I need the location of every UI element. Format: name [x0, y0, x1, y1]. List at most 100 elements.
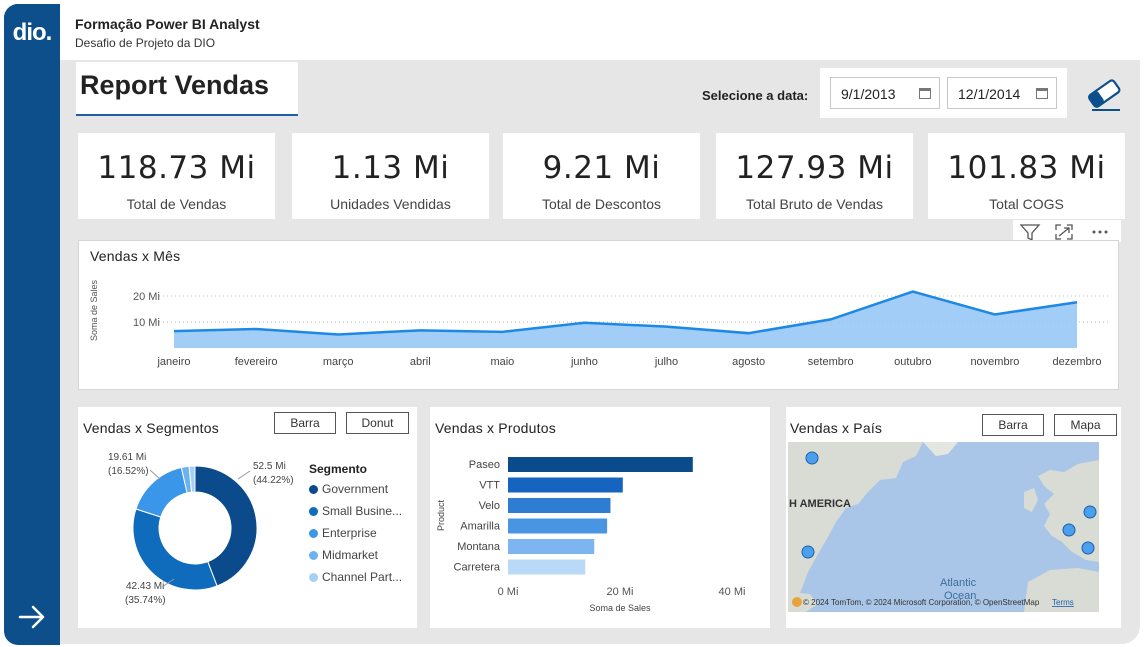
- sales-point[interactable]: [172, 329, 177, 334]
- map-bubble-canada[interactable]: [806, 452, 818, 464]
- donut-data-pct: (16.52%): [108, 466, 149, 477]
- map-terms-link[interactable]: Terms: [1052, 598, 1074, 607]
- x-tick-label: março: [323, 356, 354, 368]
- x-tick-label: 0 Mi: [498, 586, 519, 598]
- header-subtitle: Desafio de Projeto da DIO: [75, 36, 215, 50]
- legend-item-channel-partners[interactable]: Channel Part...: [309, 566, 402, 588]
- bar-category-label: Paseo: [469, 459, 500, 471]
- legend-item-small-business[interactable]: Small Busine...: [309, 500, 402, 522]
- product-sales-card: Vendas x Produtos Paseo VTT Velo Amarilla Mo…: [430, 407, 770, 628]
- legend-title: Segmento: [309, 462, 402, 476]
- segment-sales-card: Vendas x Segmentos Barra Donut 52.5 Mi (4…: [78, 407, 417, 628]
- bar-category-label: Carretera: [454, 562, 501, 574]
- kpi-label: Unidades Vendidas: [292, 196, 489, 212]
- map-map-button[interactable]: Mapa: [1054, 414, 1117, 436]
- donut-data-label: 42.43 Mi: [126, 581, 164, 592]
- sales-point[interactable]: [582, 320, 587, 325]
- map-attribution: © 2024 TomTom, © 2024 Microsoft Corporat…: [803, 598, 1040, 607]
- x-tick-label: 20 Mi: [607, 586, 634, 598]
- calendar-icon[interactable]: [1036, 88, 1048, 99]
- kpi-total-descontos: 9.21 Mi Total de Descontos: [503, 133, 700, 219]
- bar-vtt[interactable]: [508, 478, 623, 493]
- kpi-value: 9.21 Mi: [503, 150, 700, 186]
- filter-icon[interactable]: [1019, 222, 1041, 242]
- page-header: Formação Power BI Analyst Desafio de Pro…: [60, 4, 1140, 60]
- legend-label: Enterprise: [322, 526, 377, 540]
- kpi-total-cogs: 101.83 Mi Total COGS: [928, 133, 1125, 219]
- report-title-box: Report Vendas: [76, 62, 298, 116]
- map-bubble-france[interactable]: [1063, 524, 1075, 536]
- title-underline: [76, 114, 298, 116]
- donut-data-pct: (44.22%): [253, 475, 294, 486]
- legend-dot: [309, 507, 318, 516]
- bar-carretera[interactable]: [508, 560, 585, 575]
- x-tick-label: maio: [490, 356, 514, 368]
- x-tick-label: junho: [570, 356, 598, 368]
- map-bubble-germany[interactable]: [1084, 506, 1096, 518]
- x-tick-label: julho: [654, 356, 678, 368]
- x-tick-label: setembro: [808, 356, 854, 368]
- country-sales-card: Vendas x País Barra Mapa H AMERICA Atlan…: [786, 407, 1121, 628]
- legend-item-government[interactable]: Government: [309, 478, 402, 500]
- sales-point[interactable]: [500, 329, 505, 334]
- country-map[interactable]: H AMERICA Atlantic Ocean © 2024 TomTom, …: [788, 442, 1099, 612]
- y-axis-label: Soma de Sales: [89, 279, 99, 341]
- sales-point[interactable]: [254, 327, 259, 332]
- x-axis-label: Soma de Sales: [589, 603, 651, 613]
- x-tick-label: janeiro: [156, 356, 190, 368]
- bar-paseo[interactable]: [508, 457, 693, 472]
- sales-point[interactable]: [910, 289, 915, 294]
- donut-data-label: 19.61 Mi: [108, 452, 146, 463]
- legend-dot: [309, 573, 318, 582]
- legend-item-midmarket[interactable]: Midmarket: [309, 544, 402, 566]
- map-bubble-mexico[interactable]: [1082, 542, 1094, 554]
- bar-category-label: Amarilla: [460, 521, 501, 533]
- kpi-value: 1.13 Mi: [292, 150, 489, 186]
- header-title: Formação Power BI Analyst: [75, 16, 260, 32]
- monthly-sales-card: Vendas x Mês 10 Mi 20 Mi Soma de Sales jane…: [78, 240, 1119, 390]
- bar-category-label: Montana: [457, 541, 501, 553]
- legend-label: Small Busine...: [322, 504, 402, 518]
- visual-header: [1013, 220, 1121, 242]
- donut-slice-small-business[interactable]: [133, 509, 217, 590]
- focus-mode-icon[interactable]: [1053, 222, 1075, 242]
- more-options-icon[interactable]: [1089, 222, 1111, 242]
- map-continent-label: H AMERICA: [789, 498, 851, 510]
- donut-data-label: 52.5 Mi: [253, 461, 286, 472]
- sales-point[interactable]: [418, 328, 423, 333]
- sales-point[interactable]: [746, 331, 751, 336]
- map-bar-button[interactable]: Barra: [982, 414, 1044, 436]
- sales-point[interactable]: [992, 312, 997, 317]
- report-canvas: Report Vendas Selecione a data: 9/1/2013…: [60, 60, 1140, 644]
- kpi-unidades-vendidas: 1.13 Mi Unidades Vendidas: [292, 133, 489, 219]
- arrow-right-icon[interactable]: [16, 601, 48, 633]
- kpi-value: 127.93 Mi: [716, 150, 913, 186]
- segment-legend: Segmento Government Small Busine... Enterp…: [309, 462, 402, 588]
- legend-dot: [309, 529, 318, 538]
- left-rail: dio.: [4, 4, 60, 645]
- kpi-label: Total Bruto de Vendas: [716, 196, 913, 212]
- date-end-value: 12/1/2014: [958, 86, 1020, 102]
- kpi-value: 101.83 Mi: [928, 150, 1125, 186]
- calendar-icon[interactable]: [919, 88, 931, 99]
- kpi-total-vendas: 118.73 Mi Total de Vendas: [78, 133, 275, 219]
- date-end-input[interactable]: 12/1/2014: [947, 77, 1057, 109]
- sales-point[interactable]: [336, 332, 341, 337]
- sales-point[interactable]: [664, 324, 669, 329]
- date-start-input[interactable]: 9/1/2013: [830, 77, 940, 109]
- bar-amarilla[interactable]: [508, 519, 607, 534]
- legend-item-enterprise[interactable]: Enterprise: [309, 522, 402, 544]
- legend-dot: [309, 485, 318, 494]
- bar-velo[interactable]: [508, 498, 610, 513]
- bar-montana[interactable]: [508, 539, 594, 554]
- leader-line: [150, 470, 160, 479]
- sales-point[interactable]: [828, 317, 833, 322]
- legend-label: Government: [322, 482, 388, 496]
- eraser-icon[interactable]: [1084, 78, 1124, 112]
- x-tick-label: outubro: [894, 356, 931, 368]
- map-bubble-usa[interactable]: [802, 546, 814, 558]
- dio-logo: dio.: [4, 4, 60, 62]
- bar-category-label: VTT: [479, 480, 500, 492]
- sales-point[interactable]: [1075, 300, 1080, 305]
